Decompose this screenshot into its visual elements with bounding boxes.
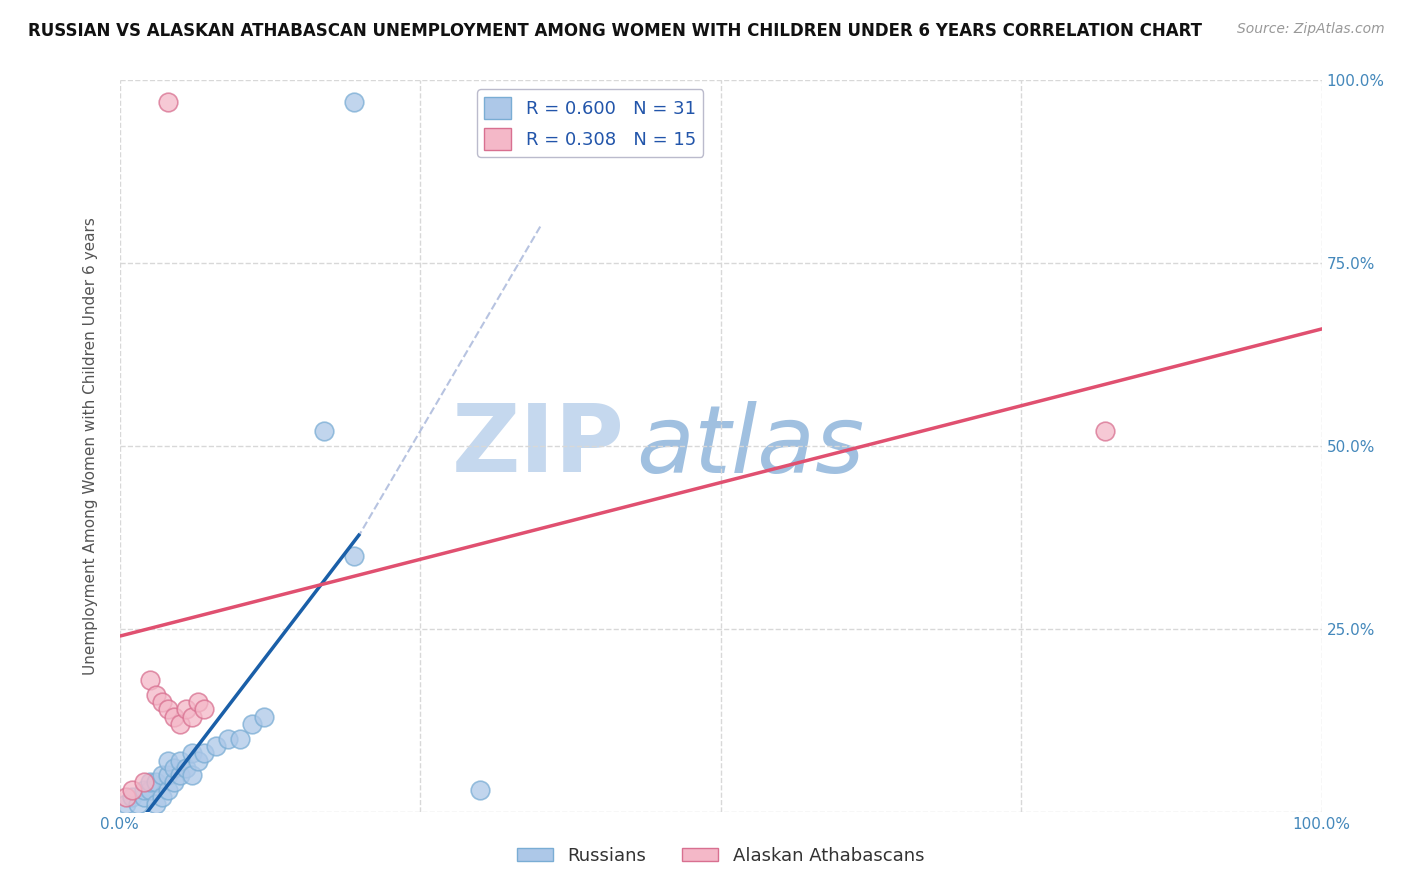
Point bbox=[150, 768, 173, 782]
Point bbox=[174, 702, 197, 716]
Point bbox=[156, 768, 179, 782]
Point bbox=[138, 775, 160, 789]
Point bbox=[138, 782, 160, 797]
Point bbox=[156, 782, 179, 797]
Point bbox=[468, 782, 492, 797]
Point bbox=[150, 790, 173, 805]
Point bbox=[169, 754, 191, 768]
Point bbox=[174, 761, 197, 775]
Point bbox=[180, 768, 202, 782]
Point bbox=[150, 695, 173, 709]
Point bbox=[132, 775, 155, 789]
Point bbox=[180, 746, 202, 760]
Point bbox=[253, 709, 276, 723]
Point bbox=[145, 797, 167, 812]
Point bbox=[217, 731, 239, 746]
Point bbox=[145, 688, 167, 702]
Point bbox=[1094, 425, 1116, 439]
Point bbox=[180, 709, 202, 723]
Point bbox=[132, 782, 155, 797]
Point bbox=[343, 95, 366, 110]
Point bbox=[228, 731, 252, 746]
Point bbox=[312, 425, 335, 439]
Point bbox=[121, 790, 143, 805]
Text: atlas: atlas bbox=[637, 401, 865, 491]
Text: RUSSIAN VS ALASKAN ATHABASCAN UNEMPLOYMENT AMONG WOMEN WITH CHILDREN UNDER 6 YEA: RUSSIAN VS ALASKAN ATHABASCAN UNEMPLOYME… bbox=[28, 22, 1202, 40]
Point bbox=[138, 673, 160, 687]
Text: ZIP: ZIP bbox=[451, 400, 624, 492]
Y-axis label: Unemployment Among Women with Children Under 6 years: Unemployment Among Women with Children U… bbox=[83, 217, 98, 675]
Point bbox=[132, 790, 155, 805]
Text: Source: ZipAtlas.com: Source: ZipAtlas.com bbox=[1237, 22, 1385, 37]
Point bbox=[114, 797, 136, 812]
Point bbox=[145, 775, 167, 789]
Point bbox=[343, 549, 366, 563]
Point bbox=[169, 717, 191, 731]
Point bbox=[156, 702, 179, 716]
Point bbox=[187, 695, 209, 709]
Legend: Russians, Alaskan Athabascans: Russians, Alaskan Athabascans bbox=[509, 839, 932, 872]
Point bbox=[162, 761, 184, 775]
Point bbox=[114, 790, 136, 805]
Point bbox=[204, 739, 226, 753]
Point bbox=[193, 702, 215, 716]
Point bbox=[169, 768, 191, 782]
Point bbox=[240, 717, 263, 731]
Point bbox=[156, 754, 179, 768]
Point bbox=[121, 782, 143, 797]
Point bbox=[162, 775, 184, 789]
Point bbox=[127, 797, 149, 812]
Point bbox=[162, 709, 184, 723]
Point bbox=[156, 95, 179, 110]
Point bbox=[193, 746, 215, 760]
Point bbox=[187, 754, 209, 768]
